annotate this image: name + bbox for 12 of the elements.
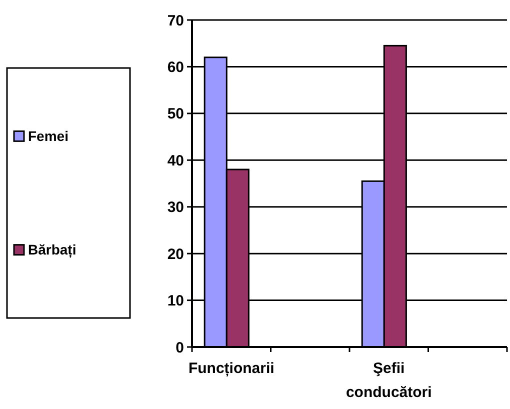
y-tick-label: 70 [167, 12, 184, 30]
y-tick-label: 50 [167, 106, 184, 123]
x-tick-label: Şefii conducători [346, 360, 432, 401]
y-tick-label: 10 [167, 292, 184, 310]
legend-label: Bărbați [28, 242, 76, 259]
legend-label: Femei [28, 128, 68, 144]
y-tick-label: 60 [167, 58, 184, 76]
y-tick-label: 20 [167, 246, 184, 263]
y-tick-label: 30 [167, 199, 184, 216]
y-tick-label: 0 [176, 339, 184, 356]
y-tick-label: 40 [167, 152, 184, 170]
x-tick-label: Funcționarii [188, 360, 274, 377]
